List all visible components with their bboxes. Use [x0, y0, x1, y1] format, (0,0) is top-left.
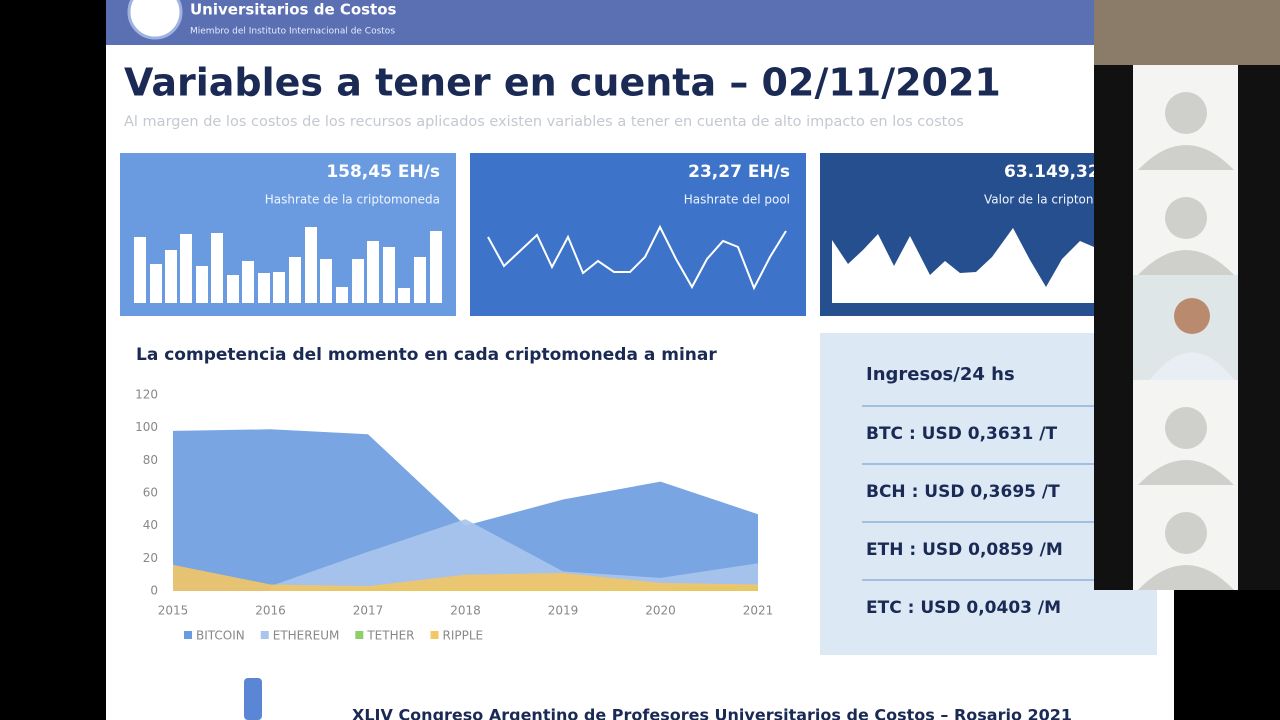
avatar	[1138, 92, 1234, 590]
card-label: Hashrate de la criptomoneda	[265, 193, 440, 207]
x-tick-label: 2016	[255, 604, 286, 618]
legend-swatch	[430, 631, 439, 639]
legend-label: ETHEREUM	[273, 629, 340, 643]
y-tick-label: 0	[150, 584, 158, 598]
person	[1174, 298, 1210, 334]
chart-title: La competencia del momento en cada cript…	[136, 345, 717, 365]
panel-item: BTC : USD 0,3631 /T	[866, 424, 1057, 444]
x-tick-label: 2017	[353, 604, 384, 618]
area	[173, 429, 758, 591]
legend-swatch	[355, 631, 364, 639]
video-tile[interactable]	[1094, 0, 1280, 65]
x-tick-label: 2015	[158, 604, 189, 618]
plot: 0 20 40 60 80 100 120 2015 2016 2017 2018 2019 2020 2…	[135, 388, 773, 643]
line-decoration	[487, 224, 787, 291]
legend-label: BITCOIN	[196, 629, 245, 643]
area	[173, 564, 758, 591]
panel-items: BTC : USD 0,3631 /T BCH : USD 0,3695 /T ET…	[862, 405, 1094, 618]
panel-item: BCH : USD 0,3695 /T	[866, 482, 1060, 502]
card-value: 158,45 EH/s	[326, 162, 440, 182]
card-value: 23,27 EH/s	[688, 162, 790, 182]
legend-swatch	[260, 631, 269, 639]
y-tick-label: 60	[143, 486, 158, 500]
icon	[244, 678, 262, 720]
card-label: Valor de la cripton	[984, 193, 1094, 207]
legend-label: RIPPLE	[443, 629, 484, 643]
x-tick-label: 2020	[645, 604, 676, 618]
member: Miembro del Instituto Internacional de C…	[190, 27, 395, 37]
area-decoration	[832, 228, 1094, 303]
legend-swatch	[184, 631, 192, 639]
footer: XLIV Congreso Argentino de Profesores Un…	[352, 706, 1072, 720]
bar-decoration	[134, 227, 442, 303]
header-band	[106, 0, 1094, 45]
y-tick-label: 40	[143, 518, 158, 532]
panel-title: Ingresos/24 hs	[866, 364, 1015, 385]
area	[270, 519, 758, 591]
y-tick-label: 100	[135, 420, 158, 434]
subtitle: Al margen de los costos de los recursos …	[124, 114, 964, 130]
person	[1150, 352, 1234, 380]
card	[470, 153, 806, 316]
x-tick-label: 2019	[548, 604, 579, 618]
title: Variables a tener en cuenta – 02/11/2021	[124, 61, 1001, 105]
legend-label: TETHER	[366, 629, 414, 643]
x-tick-label: 2018	[450, 604, 481, 618]
card-value: 63.149,32	[1004, 162, 1100, 182]
org: Universitarios de Costos	[190, 1, 397, 19]
y-tick-label: 20	[143, 551, 158, 565]
card-label: Hashrate del pool	[684, 193, 790, 207]
panel-item: ETC : USD 0,0403 /M	[866, 598, 1061, 618]
panel-item: ETH : USD 0,0859 /M	[866, 540, 1063, 560]
y-tick-label: 80	[143, 453, 158, 467]
y-tick-label: 120	[135, 388, 158, 402]
logo	[127, 0, 183, 40]
x-tick-label: 2021	[743, 604, 774, 618]
